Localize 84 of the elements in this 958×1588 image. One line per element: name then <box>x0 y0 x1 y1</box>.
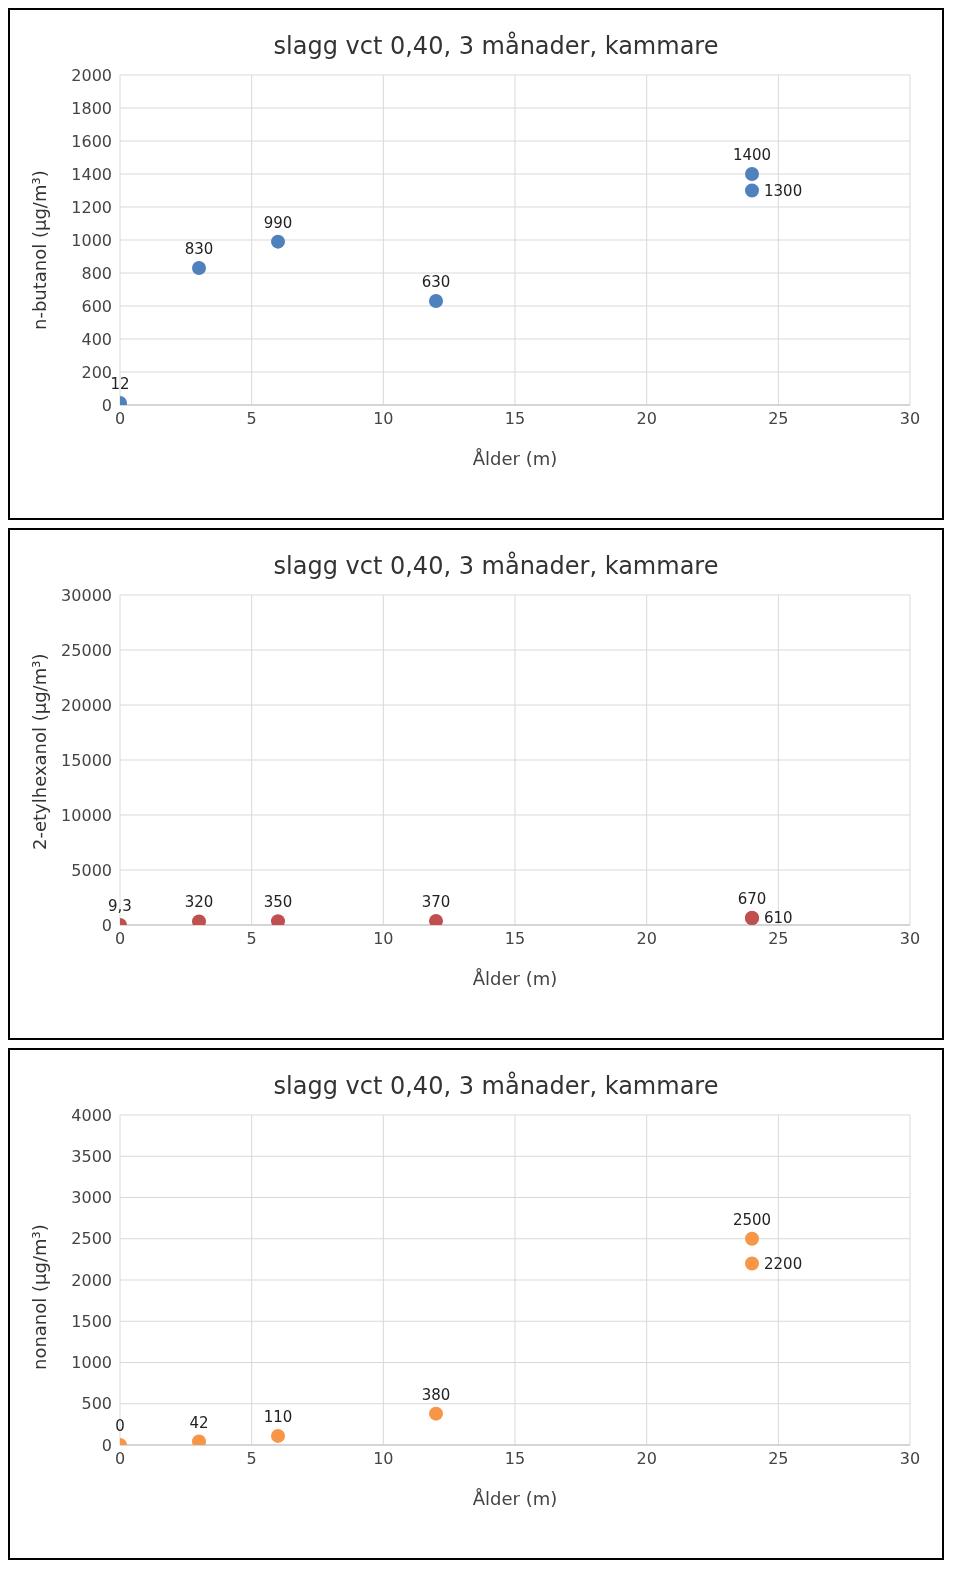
x-tick-label: 15 <box>504 409 526 429</box>
x-tick-label: 30 <box>899 929 921 949</box>
data-label: 610 <box>764 909 793 928</box>
x-tick-label: 0 <box>114 1449 126 1469</box>
y-tick-label: 400 <box>81 329 112 349</box>
chart-title: slagg vct 0,40, 3 månader, kammare <box>272 1072 720 1100</box>
x-axis-title: Ålder (m) <box>472 1488 558 1509</box>
y-tick-label: 0 <box>101 1435 112 1455</box>
x-tick-label: 15 <box>504 1449 526 1469</box>
chart-title: slagg vct 0,40, 3 månader, kammare <box>272 552 720 580</box>
y-tick-label: 1200 <box>71 197 112 217</box>
data-label: 42 <box>189 1413 209 1432</box>
x-tick-label: 0 <box>114 409 126 429</box>
y-tick-label: 1500 <box>71 1311 112 1331</box>
x-tick-label: 10 <box>373 929 394 949</box>
data-label: 1300 <box>764 181 803 200</box>
y-tick-label: 20000 <box>61 695 112 715</box>
y-axis-title: 2-etylhexanol (µg/m³) <box>29 653 51 850</box>
data-label: 0 <box>115 1417 125 1435</box>
point <box>271 234 285 249</box>
y-tick-label: 15000 <box>61 750 112 770</box>
y-tick-label: 2000 <box>71 1270 112 1290</box>
data-label: 1400 <box>732 146 772 164</box>
y-tick-label: 1400 <box>71 164 112 184</box>
y-tick-label: 2000 <box>71 65 112 85</box>
x-tick-label: 20 <box>636 1449 657 1469</box>
y-tick-label: 3500 <box>71 1146 112 1166</box>
y-tick-label: 0 <box>101 395 112 415</box>
x-tick-label: 0 <box>114 929 126 949</box>
y-tick-label: 800 <box>81 263 112 283</box>
y-tick-label: 3000 <box>71 1188 112 1208</box>
y-tick-label: 200 <box>81 362 112 382</box>
y-tick-label: 500 <box>81 1394 112 1414</box>
data-label: 350 <box>263 893 293 912</box>
data-label: 990 <box>263 213 293 232</box>
y-axis-title: nonanol (µg/m³) <box>29 1224 51 1370</box>
x-tick-label: 25 <box>768 409 789 429</box>
x-axis-title: Ålder (m) <box>472 448 558 469</box>
x-axis-title: Ålder (m) <box>472 968 558 989</box>
data-label: 670 <box>737 889 767 908</box>
x-tick-label: 5 <box>246 1449 257 1469</box>
y-tick-label: 25000 <box>61 640 112 660</box>
y-tick-label: 600 <box>81 296 112 316</box>
x-tick-label: 10 <box>373 1449 394 1469</box>
data-label: 9,3 <box>108 896 132 915</box>
data-label: 2500 <box>732 1210 772 1229</box>
point <box>429 1406 443 1421</box>
x-tick-label: 30 <box>899 409 921 429</box>
data-label: 830 <box>184 240 214 259</box>
x-tick-label: 15 <box>504 929 526 949</box>
point <box>745 1231 759 1246</box>
x-tick-label: 10 <box>373 409 394 429</box>
data-label: 12 <box>110 375 130 394</box>
point <box>192 261 206 276</box>
x-tick-label: 30 <box>899 1449 921 1469</box>
chart-title: slagg vct 0,40, 3 månader, kammare <box>272 32 720 60</box>
y-tick-label: 0 <box>101 915 112 935</box>
x-tick-label: 20 <box>636 409 657 429</box>
y-tick-label: 5000 <box>71 860 112 880</box>
x-tick-label: 25 <box>768 929 789 949</box>
data-label: 110 <box>263 1407 293 1426</box>
y-tick-label: 1000 <box>71 1353 112 1373</box>
point <box>271 1428 285 1443</box>
x-tick-label: 25 <box>768 1449 789 1469</box>
data-label: 380 <box>421 1385 451 1404</box>
y-tick-label: 2500 <box>71 1229 112 1249</box>
y-tick-label: 30000 <box>61 585 112 605</box>
y-axis-title: n-butanol (µg/m³) <box>29 170 51 330</box>
data-label: 2200 <box>764 1254 803 1273</box>
y-tick-label: 10000 <box>61 805 112 825</box>
x-tick-label: 20 <box>636 929 657 949</box>
y-tick-label: 1000 <box>71 230 112 250</box>
point <box>745 1256 759 1271</box>
data-label: 370 <box>421 892 451 911</box>
y-tick-label: 1800 <box>71 98 112 118</box>
data-label: 630 <box>421 273 451 292</box>
point <box>745 167 759 181</box>
x-tick-label: 5 <box>246 409 257 429</box>
data-label: 320 <box>184 893 214 912</box>
point <box>745 183 759 198</box>
y-tick-label: 4000 <box>71 1105 112 1125</box>
x-tick-label: 5 <box>246 929 257 949</box>
point <box>429 294 443 309</box>
y-tick-label: 1600 <box>71 131 112 151</box>
